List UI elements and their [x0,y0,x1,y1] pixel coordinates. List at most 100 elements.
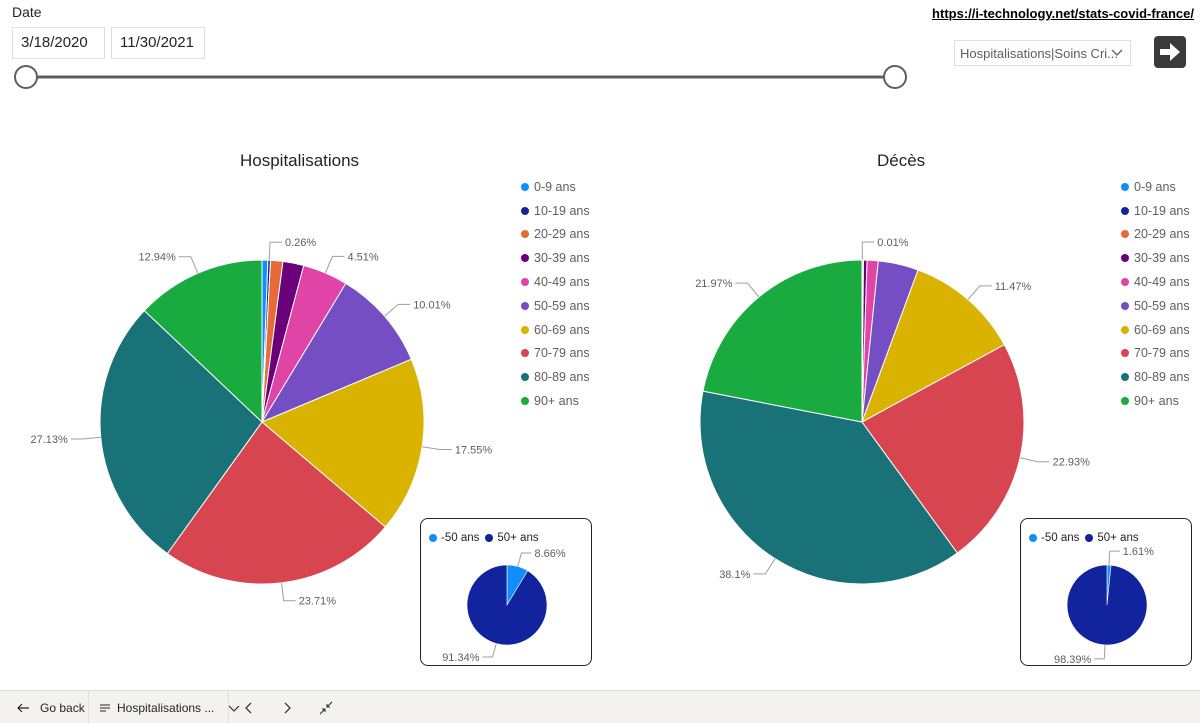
legend-item[interactable]: 0-9 ans [521,175,641,199]
next-page-button[interactable] [280,691,294,723]
legend-label: 0-9 ans [534,179,576,194]
legend-label: 10-19 ans [534,203,590,218]
legend-dot [1121,254,1129,263]
pie-slice-80-89-ans[interactable] [699,390,958,585]
legend-dot [1121,278,1129,287]
legend-item[interactable]: 60-69 ans [521,318,641,342]
start-date-input[interactable]: 3/18/2020 [12,27,105,59]
chevron-down-icon [1111,49,1123,56]
mini-legend-label: 50+ ans [1097,532,1139,544]
legend-item[interactable]: 30-39 ans [1121,246,1200,270]
legend-label: 70-79 ans [1134,346,1190,361]
legend-label: 20-29 ans [534,227,590,242]
deces-chart-title: Décès [877,151,926,170]
legend-label: 0-9 ans [1134,179,1176,194]
legend-item[interactable]: 90+ ans [1121,389,1200,413]
legend-item[interactable]: 80-89 ans [1121,365,1200,389]
navigate-button[interactable] [1154,36,1186,68]
pie-slice-60-69-ans[interactable] [261,358,425,528]
legend-item[interactable]: 60-69 ans [1121,318,1200,342]
legend-label: 40-49 ans [1134,275,1190,290]
legend-dot [1121,230,1129,239]
legend-dot [521,182,529,191]
legend-item[interactable]: 70-79 ans [1121,342,1200,366]
leader-line [178,256,199,274]
legend-item[interactable]: 40-49 ans [1121,270,1200,294]
mini-legend-label: 50+ ans [497,532,539,544]
legend-item[interactable]: 0-9 ans [1121,175,1200,199]
bottom-nav-bar: Go back Hospitalisations ... [0,690,1200,723]
previous-page-button[interactable] [242,691,256,723]
mini-legend-label: -50 ans [1041,532,1080,544]
legend-item[interactable]: 50-59 ans [1121,294,1200,318]
legend-item[interactable]: 90+ ans [521,389,641,413]
data-label: 27.13% [30,434,68,446]
legend-label: 30-39 ans [1134,251,1190,266]
hospitalisations-pie: 0.26% 4.51% 10.01% 17.55% 23.71% 27.13% 12.94% [30,237,492,608]
legend-item[interactable]: 30-39 ans [521,246,641,270]
legend-item[interactable]: 10-19 ans [521,199,641,223]
slider-end-handle [883,65,907,89]
deces-pie: 0.01% 11.47% 22.93% 38.1% 21.97% [695,237,1091,585]
legend-item[interactable]: 20-29 ans [521,223,641,247]
page-list-icon [100,704,110,711]
mini-legend-label: -50 ans [441,532,480,544]
legend-dot [521,301,529,310]
fit-page-button[interactable] [319,691,333,723]
legend-dot [521,325,529,334]
hospitalisations-legend: 0-9 ans 10-19 ans 20-29 ans 30-39 ans 40-49 … [521,175,641,413]
mini-legend: -50 ans 50+ ans [1029,532,1139,544]
pie-slice-80-89-ans[interactable] [99,309,263,555]
pie-slice-70-79-ans[interactable] [166,421,387,585]
legend-label: 10-19 ans [1134,203,1190,218]
mini-legend-over-50: 50+ ans [1085,532,1139,544]
arrow-left-icon [17,703,29,712]
data-label: 23.71% [299,596,337,608]
mini-legend-under-50: -50 ans [429,532,479,544]
leader-line [70,436,101,440]
legend-item[interactable]: 70-79 ans [521,342,641,366]
arrow-right-icon [1160,43,1180,61]
measure-dropdown[interactable]: Hospitalisations|Soins Cri... [954,40,1131,66]
legend-label: 80-89 ans [534,370,590,385]
mini-legend-under-50: -50 ans [1029,532,1079,544]
divider [88,691,89,723]
data-label: 10.01% [413,299,451,311]
hospitalisations-chart-title: Hospitalisations [240,151,360,170]
pie-slice-90-ans[interactable] [143,259,263,424]
legend-label: 20-29 ans [1134,227,1190,242]
end-date-input[interactable]: 11/30/2021 [111,27,205,59]
legend-item[interactable]: 20-29 ans [1121,223,1200,247]
legend-label: 80-89 ans [1134,370,1190,385]
data-label: 21.97% [695,278,733,290]
go-back-button[interactable]: Go back [16,691,85,723]
pie-slice-90-ans[interactable] [702,259,863,423]
deces-legend: 0-9 ans 10-19 ans 20-29 ans 30-39 ans 40-49 … [1121,175,1200,413]
pie-charts-canvas: 0.26% 4.51% 10.01% 17.55% 23.71% 27.13% 12.94%… [30,237,1091,608]
legend-dot [521,397,529,406]
data-label: 4.51% [348,251,379,263]
date-range-slider[interactable] [12,62,912,92]
pie-slice-50-59-ans[interactable] [260,282,413,424]
legend-dot [1121,373,1129,382]
legend-label: 60-69 ans [534,322,590,337]
site-link[interactable]: https://i-technology.net/stats-covid-fra… [932,6,1194,21]
leader-line [281,582,296,602]
legend-item[interactable]: 40-49 ans [521,270,641,294]
mini-legend: -50 ans 50+ ans [429,532,539,544]
legend-item[interactable]: 80-89 ans [521,365,641,389]
page-selector[interactable]: Hospitalisations ... [99,691,240,723]
data-label: 22.93% [1053,457,1091,469]
date-label: Date [12,4,42,20]
legend-dot [521,349,529,358]
data-label: 17.55% [455,445,493,457]
legend-item[interactable]: 10-19 ans [1121,199,1200,223]
legend-item[interactable]: 50-59 ans [521,294,641,318]
data-label: 0.01% [877,237,908,249]
legend-dot [1029,534,1037,542]
collapse-icon [319,701,333,714]
legend-dot [1121,182,1129,191]
legend-dot [521,254,529,263]
go-back-label: Go back [40,700,85,715]
pie-slice-60-69-ans[interactable] [861,269,1006,424]
